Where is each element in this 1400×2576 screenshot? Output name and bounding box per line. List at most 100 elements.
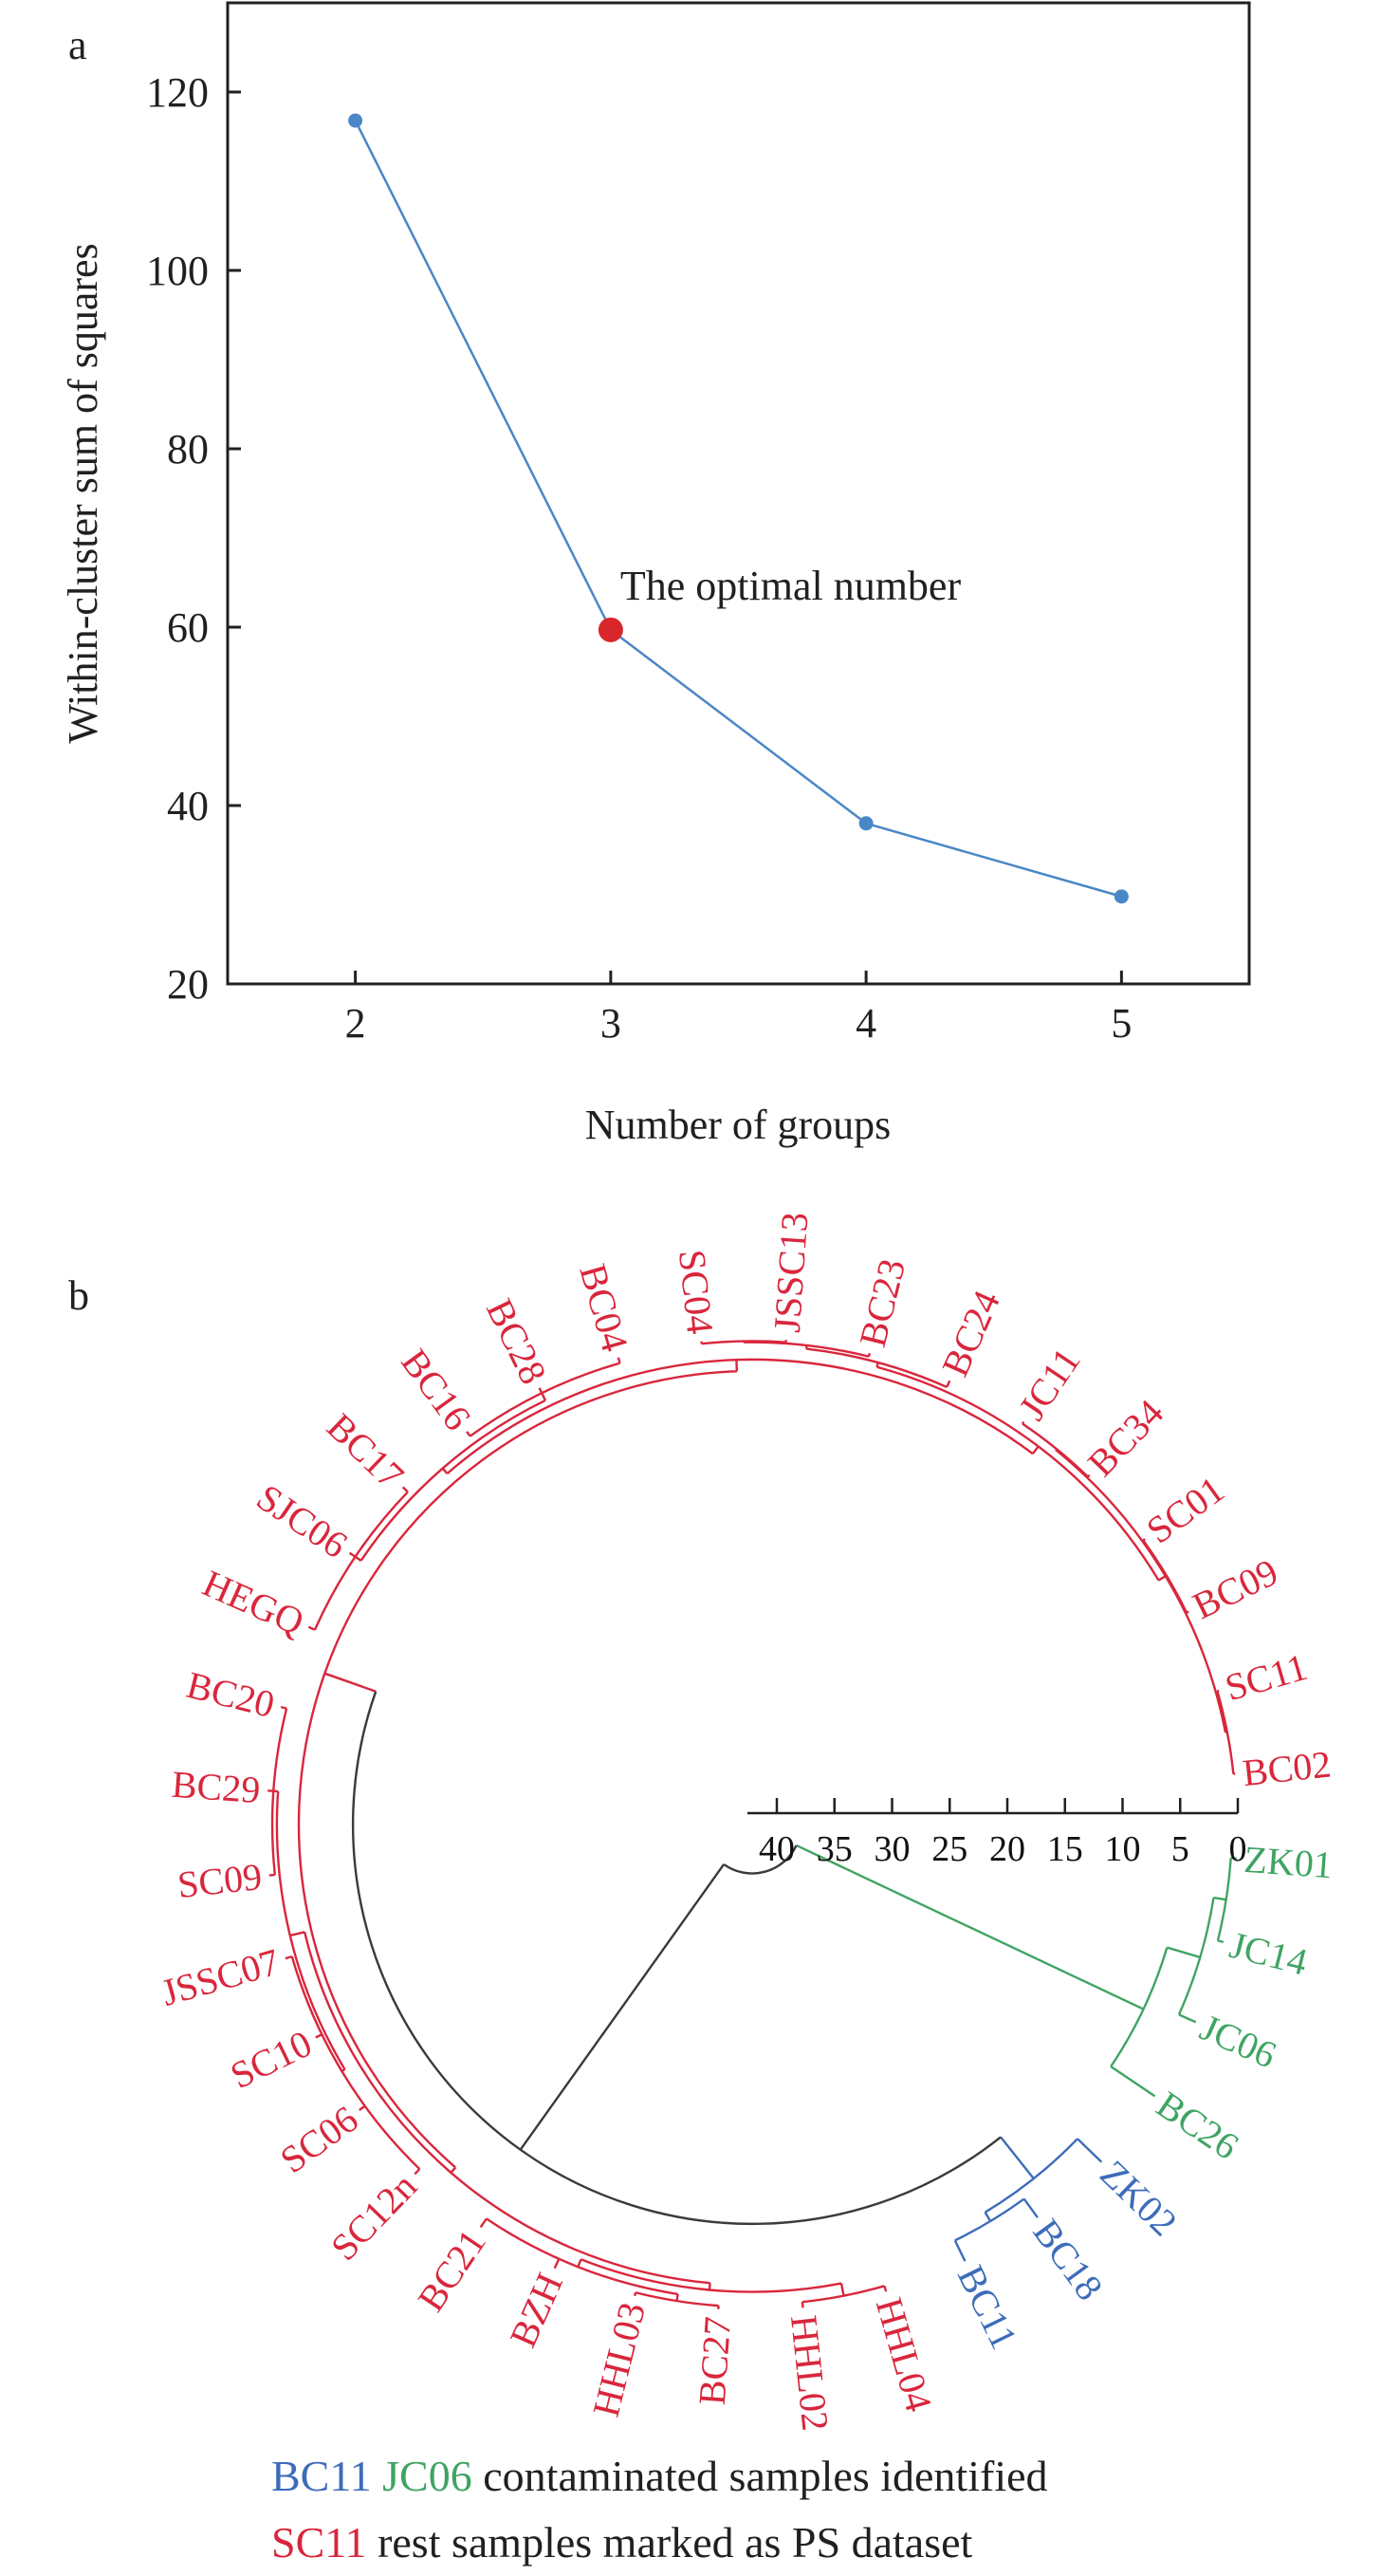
leaf-label-jc06: JC06 <box>1194 2006 1282 2077</box>
leaf-label-sc11: SC11 <box>1221 1645 1312 1709</box>
internal-branch <box>796 1844 1145 2011</box>
legend: BC11 JC06 contaminated samples identifie… <box>271 2452 1048 2567</box>
leaf-label-bc18: BC18 <box>1024 2211 1111 2307</box>
leaf-label-hhl04: HHL04 <box>868 2293 941 2417</box>
y-axis-ticks: 20 40 60 80 100 120 <box>146 69 241 1008</box>
internal-branch <box>450 2166 457 2174</box>
internal-branch <box>1157 1575 1167 1582</box>
clade-arc <box>744 1341 870 1358</box>
y-tick-label: 100 <box>146 248 209 294</box>
leaf-label-bc28: BC28 <box>478 1292 555 1391</box>
leaf-branch <box>553 2258 561 2270</box>
optimal-number-annotation: The optimal number <box>620 563 962 609</box>
leaf-label-bc26: BC26 <box>1150 2083 1247 2168</box>
leaf-label-zk02: ZK02 <box>1092 2152 1185 2244</box>
leaf-branch <box>315 2033 322 2039</box>
internal-branch <box>708 2283 711 2290</box>
scale-tick-label: 5 <box>1171 1829 1189 1869</box>
x-tick-label: 2 <box>345 1000 366 1047</box>
scale-tick-label: 15 <box>1047 1829 1083 1869</box>
leaf-branch <box>1022 2197 1039 2218</box>
optimal-point-marker <box>598 617 623 642</box>
legend-segment: SC11 <box>271 2518 367 2567</box>
x-tick-label: 4 <box>856 1000 876 1047</box>
y-tick-label: 120 <box>146 69 209 116</box>
leaf-label-jssc13: JSSC13 <box>765 1211 817 1334</box>
leaf-label-bc16: BC16 <box>393 1342 479 1438</box>
leaf-branch <box>1021 1420 1025 1425</box>
leaf-branch <box>1217 1689 1220 1693</box>
clade-arc <box>486 2217 678 2296</box>
leaf-label-bc17: BC17 <box>319 1405 412 1497</box>
leaf-label-bc11: BC11 <box>949 2259 1026 2356</box>
leaf-label-bc24: BC24 <box>933 1285 1008 1383</box>
leaf-branch <box>946 1380 951 1388</box>
leaf-branch <box>1110 2066 1156 2098</box>
clade-arc <box>580 2258 842 2293</box>
leaf-label-hegq: HEGQ <box>196 1562 310 1643</box>
legend-segment: JC06 <box>372 2452 472 2500</box>
leaf-branch <box>953 2239 967 2262</box>
leaf-label-bc23: BC23 <box>851 1254 913 1350</box>
legend-line-ps-dataset: SC11 rest samples marked as PS dataset <box>271 2518 973 2567</box>
y-axis-title: Within-cluster sum of squares <box>60 243 106 743</box>
leaf-label-sc12n: SC12n <box>322 2164 425 2269</box>
leaf-branch <box>414 2168 421 2176</box>
internal-branch <box>541 1392 547 1401</box>
internal-branch <box>323 1672 377 1693</box>
data-point <box>858 816 874 831</box>
leaf-label-sc06: SC06 <box>272 2097 365 2181</box>
scale-tick-label: 0 <box>1229 1829 1247 1869</box>
series-wss <box>348 113 1129 904</box>
series-line-segment <box>354 120 612 631</box>
panel-a-elbow-chart: a 20 40 60 80 100 120 2 3 4 5 Number of groups W… <box>60 1 1251 1148</box>
legend-segment: BC11 <box>271 2452 372 2500</box>
leaf-branch <box>867 1352 872 1358</box>
legend-segment: rest samples marked as PS dataset <box>367 2518 973 2567</box>
leaf-label-jssc07: JSSC07 <box>157 1940 284 2014</box>
clade-arc <box>297 1370 737 2169</box>
leaf-branch <box>280 1705 287 1710</box>
leaf-branch <box>285 1955 293 1960</box>
leaf-branch <box>1077 2138 1103 2163</box>
leaf-branch <box>401 1486 409 1493</box>
leaf-label-sc09: SC09 <box>175 1855 264 1906</box>
y-tick-label: 40 <box>167 783 209 829</box>
leaf-branch <box>479 2217 488 2229</box>
scale-tick-label: 40 <box>759 1829 795 1869</box>
scale-tick-label: 25 <box>931 1829 967 1869</box>
leaf-label-bc27: BC27 <box>691 2315 739 2406</box>
internal-branch <box>1031 1445 1040 1455</box>
clade-arc <box>469 1362 620 1437</box>
legend-segment: contaminated samples identified <box>472 2452 1048 2500</box>
leaf-label-zk01: ZK01 <box>1243 1838 1334 1886</box>
leaf-branch <box>1217 1939 1225 1944</box>
internal-branch <box>984 2212 992 2222</box>
leaf-label-sc10: SC10 <box>224 2022 319 2097</box>
dendrogram-branches <box>267 1340 1237 2309</box>
leaf-label-sc04: SC04 <box>671 1248 722 1336</box>
x-tick-label: 3 <box>600 1000 621 1047</box>
internal-branch <box>354 1555 362 1562</box>
scale-tick-label: 20 <box>989 1829 1025 1869</box>
x-tick-label: 5 <box>1111 1000 1132 1047</box>
internal-branch <box>1166 1946 1201 1959</box>
leaf-label-sjc06: SJC06 <box>249 1475 356 1566</box>
leaf-label-bc29: BC29 <box>171 1763 262 1811</box>
scale-tick-label: 10 <box>1105 1829 1141 1869</box>
y-tick-label: 80 <box>167 426 209 473</box>
data-point <box>1114 889 1129 904</box>
plot-frame <box>226 1 1251 986</box>
x-axis-title: Number of groups <box>585 1102 892 1148</box>
leaf-label-bc21: BC21 <box>409 2222 494 2320</box>
leaf-label-hhl03: HHL03 <box>584 2298 654 2420</box>
leaf-label-bc34: BC34 <box>1079 1391 1171 1484</box>
leaf-branch <box>1178 2013 1197 2024</box>
leaf-label-bc04: BC04 <box>571 1259 636 1356</box>
internal-branch <box>839 2283 845 2296</box>
internal-branch <box>441 1467 449 1474</box>
leaf-label-bc02: BC02 <box>1241 1743 1334 1795</box>
legend-line-contaminated: BC11 JC06 contaminated samples identifie… <box>271 2452 1048 2500</box>
leaf-label-sc01: SC01 <box>1138 1468 1231 1552</box>
